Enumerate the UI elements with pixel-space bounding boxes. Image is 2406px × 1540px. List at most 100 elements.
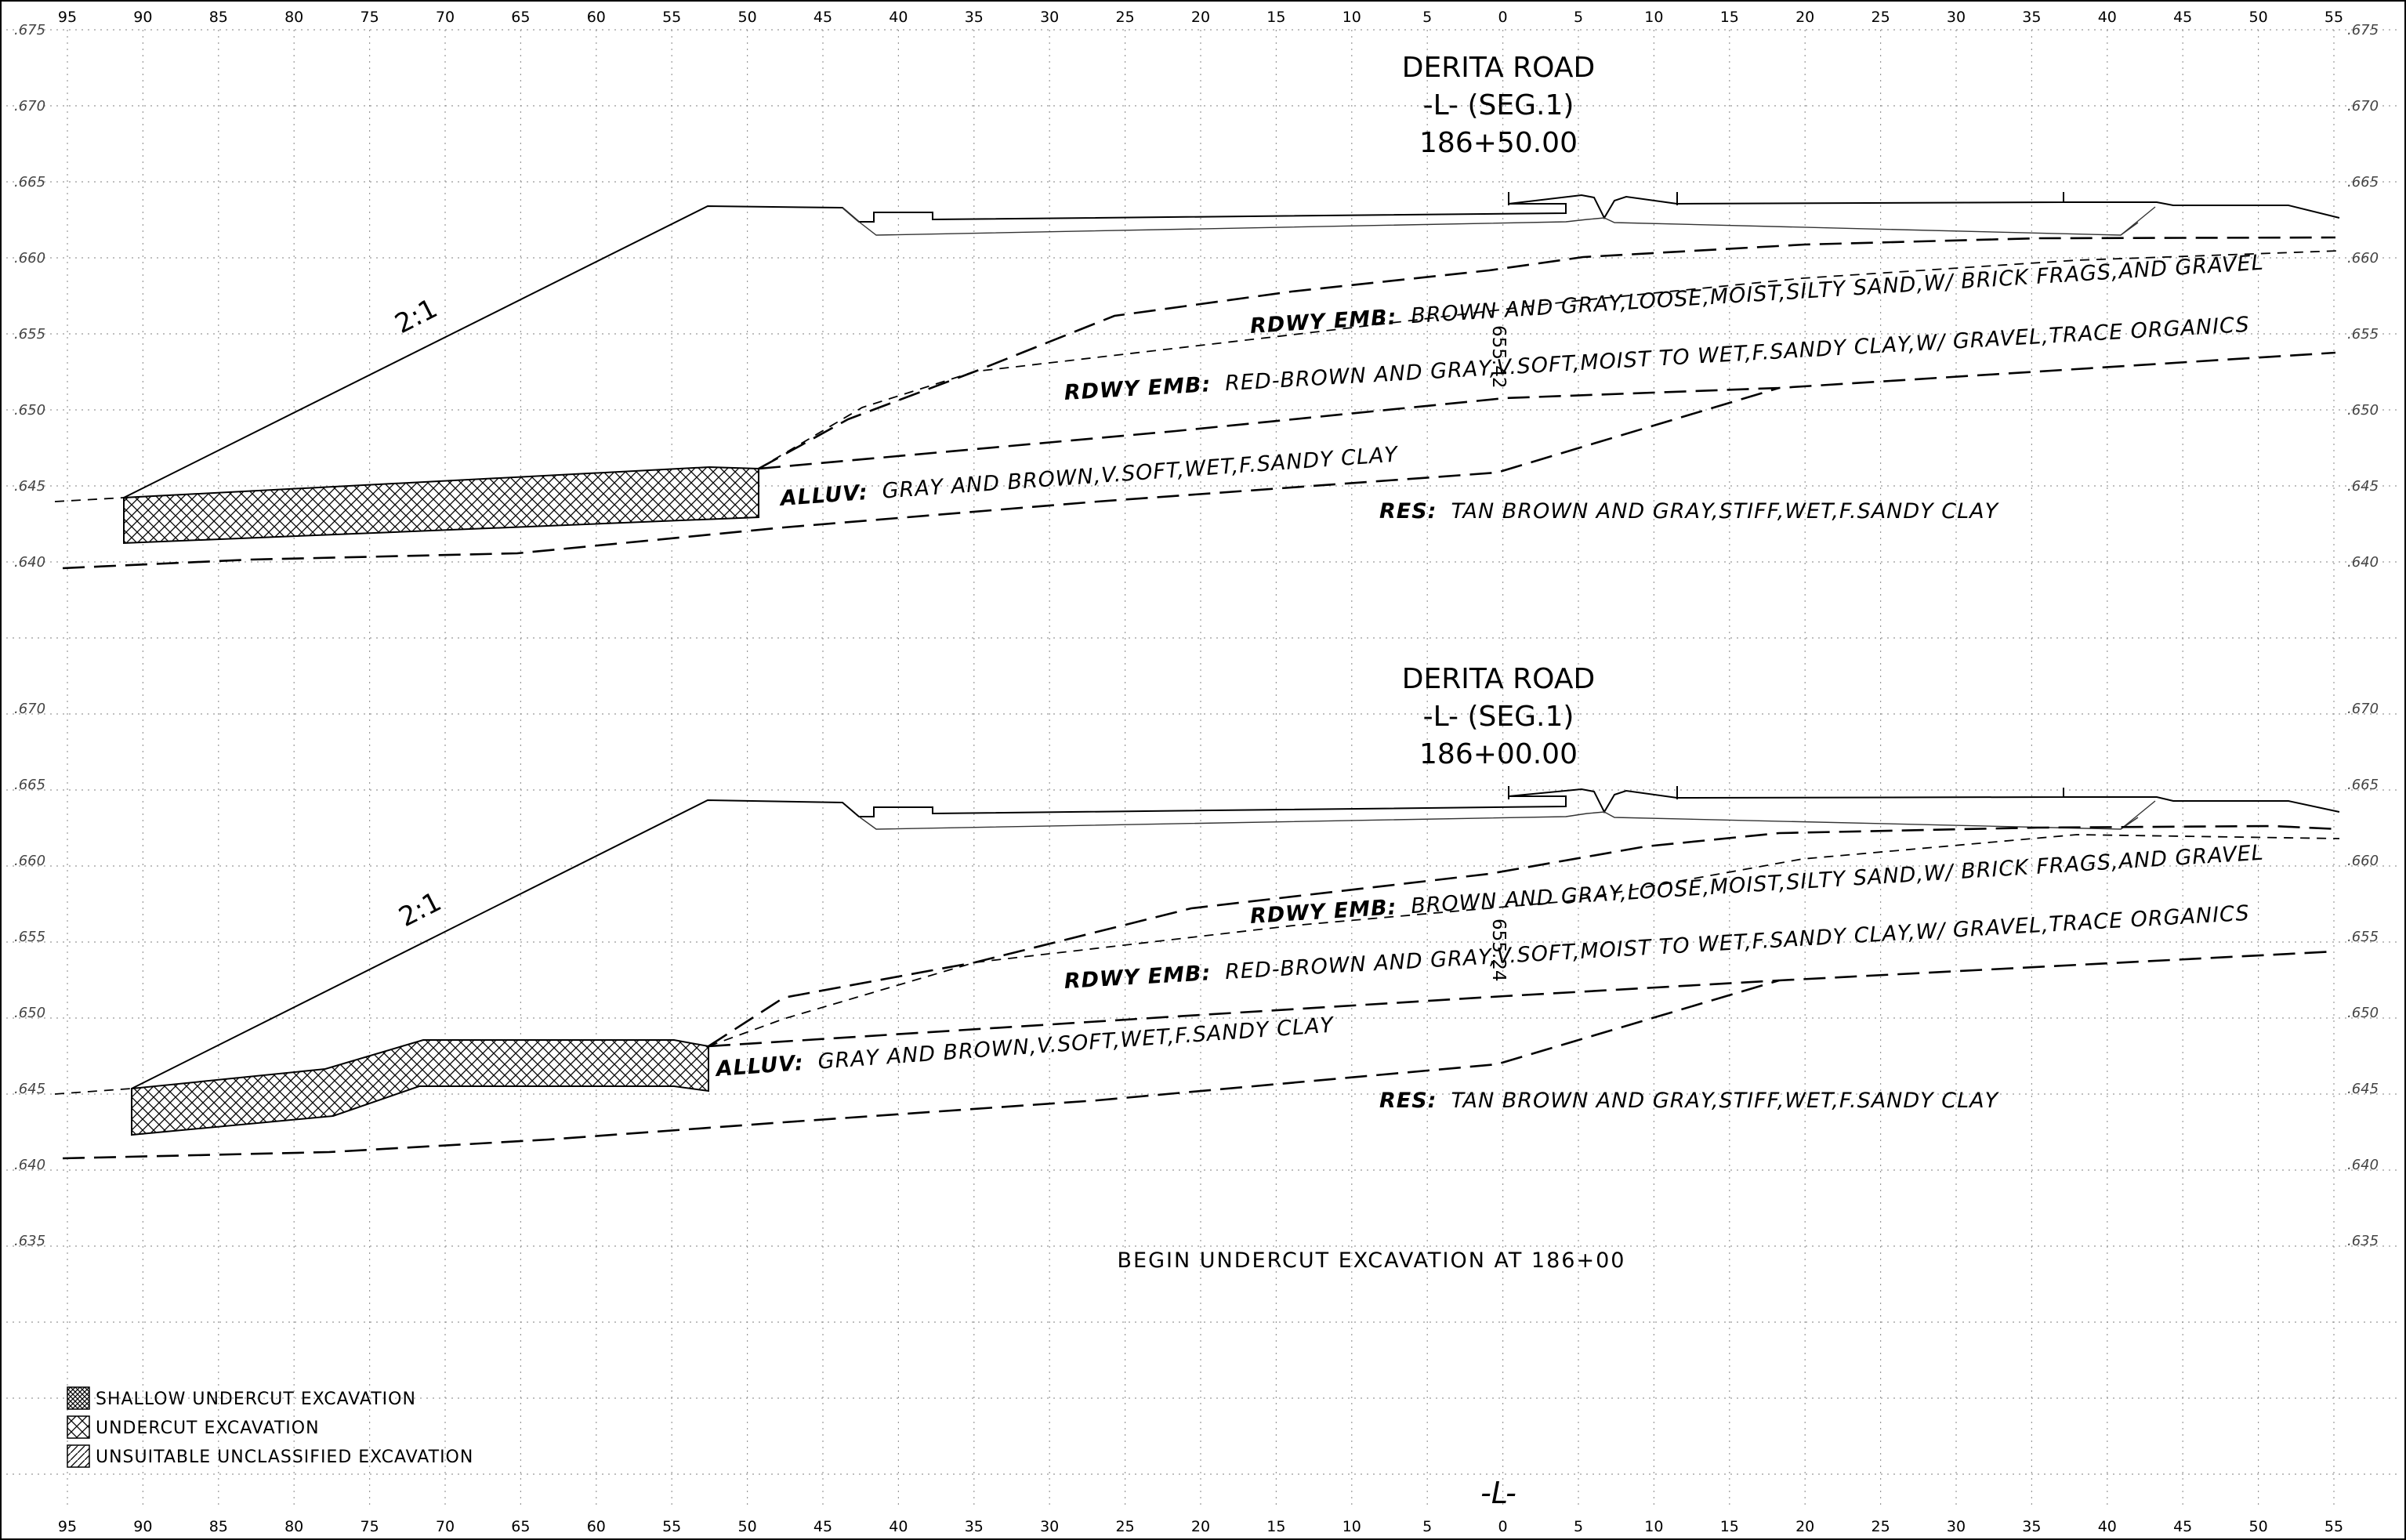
section-1-undercut-area [123,466,759,545]
station-tick-label: 5 [1422,1518,1432,1535]
station-tick-label: 50 [738,1518,757,1535]
elevation-label-left: .655 [14,929,45,945]
legend-swatch-unsuitable [67,1444,90,1468]
section-1: DERITA ROAD -L- (SEG.1) 186+50.00 2:1 65… [54,52,2340,570]
station-tick-label: 40 [889,1518,908,1535]
station-tick-label: 20 [1795,1518,1814,1535]
station-tick-label: 90 [133,9,152,26]
section-2-station: 186+00.00 [1419,738,1578,770]
section-1-slope-label: 2:1 [390,293,443,340]
elevation-labels-section-2: .670 .670 .665 .665 .660 .660 .655 .655 .650 .650… [14,701,2379,1249]
elevation-label-left: .670 [14,98,45,114]
legend-swatch-shallow-undercut [67,1386,90,1410]
section-1-subgrade-right [2120,206,2156,236]
elevation-label-right: .635 [2347,1233,2379,1249]
station-tick-label: 20 [1191,1518,1210,1535]
elevation-label-left: .635 [14,1233,45,1249]
elevation-label-right: .650 [2347,402,2379,419]
station-tick-label: 30 [1947,1518,1966,1535]
section-2-layer-3: ALLUV: GRAY AND BROWN,V.SOFT,WET,F.SANDY … [714,1013,1336,1082]
station-tick-label: 5 [1422,9,1432,26]
elevation-label-right: .645 [2347,478,2379,495]
centerline-mark: -L- [1480,1476,1516,1510]
station-tick-label: 55 [662,1518,681,1535]
elevation-label-right: .670 [2347,98,2379,114]
station-tick-label: 50 [738,9,757,26]
station-tick-label: 45 [2173,9,2192,26]
station-tick-label: 35 [965,9,984,26]
legend-label-unsuitable: UNSUITABLE UNCLASSIFIED EXCAVATION [96,1448,473,1467]
station-tick-label: 40 [2098,1518,2117,1535]
elevation-label-right: .665 [2347,174,2379,190]
station-tick-label: 0 [1498,9,1508,26]
section-1-road-title: DERITA ROAD [1402,52,1595,84]
elevation-label-left: .660 [14,853,45,869]
section-2-layer-2: RDWY EMB: RED-BROWN AND GRAY,V.SOFT,MOIST… [1063,901,2250,994]
section-2-slope-label: 2:1 [394,886,447,933]
station-tick-label: 10 [1343,9,1361,26]
section-1-alignment: -L- (SEG.1) [1423,89,1574,121]
elevation-label-left: .675 [14,22,45,38]
station-tick-label: 75 [361,9,379,26]
elevation-label-left: .640 [14,1157,45,1173]
station-tick-label: 35 [2022,9,2041,26]
station-tick-label: 40 [2098,9,2117,26]
legend-label-undercut: UNDERCUT EXCAVATION [96,1419,320,1438]
station-tick-label: 15 [1720,1518,1739,1535]
section-2-layer-4: RES: TAN BROWN AND GRAY,STIFF,WET,F.SANDY… [1379,1089,2000,1113]
station-tick-label: 75 [361,1518,379,1535]
section-1-layer-3: ALLUV: GRAY AND BROWN,V.SOFT,WET,F.SANDY … [778,442,1400,511]
station-tick-label: 10 [1644,1518,1663,1535]
elevation-label-left: .650 [14,402,45,419]
section-1-boundary-residual-top [62,386,1780,570]
station-tick-label: 25 [1116,1518,1135,1535]
elevation-label-right: .655 [2347,326,2379,342]
section-1-subgrade [842,207,2139,236]
elevation-label-right: .645 [2347,1081,2379,1097]
section-2-undercut-area [131,1039,709,1136]
elevation-label-left: .665 [14,777,45,793]
station-tick-label: 85 [209,9,228,26]
station-tick-label: 45 [813,1518,832,1535]
station-tick-label: 15 [1266,9,1285,26]
station-tick-label: 35 [965,1518,984,1535]
elevation-label-left: .665 [14,174,45,190]
section-1-layer-2: RDWY EMB: RED-BROWN AND GRAY,V.SOFT,MOIST… [1063,313,2250,405]
elevation-label-right: .660 [2347,250,2379,266]
station-tick-label: 30 [1040,1518,1059,1535]
section-2-subgrade-right [2120,800,2156,830]
station-tick-label: 30 [1947,9,1966,26]
station-tick-label: 55 [2324,9,2343,26]
station-tick-label: 45 [2173,1518,2192,1535]
section-1-layer-4: RES: TAN BROWN AND GRAY,STIFF,WET,F.SANDY… [1379,499,2000,524]
station-tick-label: 0 [1498,1518,1508,1535]
section-1-station: 186+50.00 [1419,127,1578,159]
station-tick-label: 60 [587,1518,606,1535]
station-tick-label: 70 [436,9,455,26]
station-tick-label: 25 [1872,1518,1890,1535]
station-tick-label: 10 [1343,1518,1361,1535]
station-labels-bottom: 95 90 85 80 75 70 65 60 55 50 45 40 35 30 25 20 15 10 5 0 5 1… [58,1518,2343,1535]
section-2-road-title: DERITA ROAD [1402,663,1595,695]
section-2-existing-ground-left [54,1088,132,1095]
station-tick-label: 15 [1266,1518,1285,1535]
station-labels-top: 95 90 85 80 75 70 65 60 55 50 45 40 35 30 25 20 15 10 5 0 5 1… [58,9,2343,26]
elevation-label-left: .640 [14,554,45,571]
station-tick-label: 5 [1574,1518,1583,1535]
grid-lines [6,29,2400,1509]
station-tick-label: 55 [662,9,681,26]
station-tick-label: 35 [2022,1518,2041,1535]
legend-swatch-undercut [67,1415,90,1439]
section-2-alignment: -L- (SEG.1) [1423,701,1574,733]
elevation-label-left: .645 [14,1081,45,1097]
legend: SHALLOW UNDERCUT EXCAVATION UNDERCUT EXC… [67,1386,473,1468]
elevation-label-right: .640 [2347,1157,2379,1173]
elevation-label-right: .640 [2347,554,2379,571]
elevation-label-left: .660 [14,250,45,266]
station-tick-label: 80 [284,9,303,26]
station-tick-label: 65 [511,1518,530,1535]
section-2-boundary-rdwy-emb-top [708,824,2340,1048]
elevation-label-left: .645 [14,478,45,495]
elevation-label-left: .650 [14,1005,45,1021]
elevation-label-left: .670 [14,701,45,717]
